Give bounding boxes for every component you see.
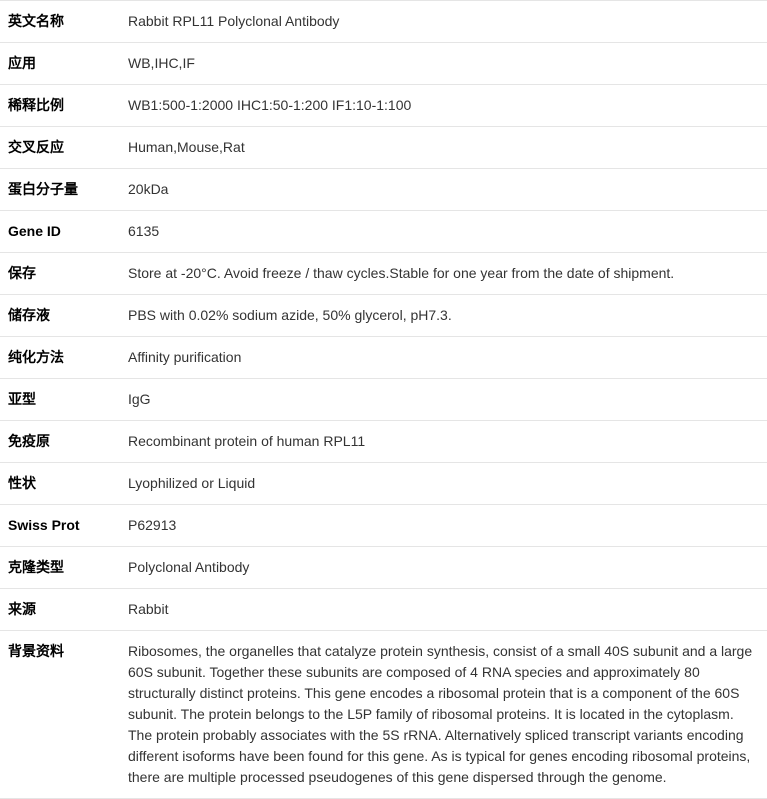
- row-label: 储存液: [0, 295, 120, 337]
- row-label: 性状: [0, 463, 120, 505]
- table-row: 储存液PBS with 0.02% sodium azide, 50% glyc…: [0, 295, 767, 337]
- row-label: 稀释比例: [0, 85, 120, 127]
- row-value: Store at -20°C. Avoid freeze / thaw cycl…: [120, 253, 767, 295]
- row-label: Gene ID: [0, 211, 120, 253]
- row-label: 免疫原: [0, 421, 120, 463]
- row-label: 亚型: [0, 379, 120, 421]
- table-row: Gene ID6135: [0, 211, 767, 253]
- row-value: 20kDa: [120, 169, 767, 211]
- row-value: P62913: [120, 505, 767, 547]
- spec-table-body: 英文名称Rabbit RPL11 Polyclonal Antibody 应用W…: [0, 1, 767, 799]
- row-label: 克隆类型: [0, 547, 120, 589]
- row-value: Human,Mouse,Rat: [120, 127, 767, 169]
- table-row: 纯化方法Affinity purification: [0, 337, 767, 379]
- row-label: 交叉反应: [0, 127, 120, 169]
- row-label: 来源: [0, 589, 120, 631]
- row-value: WB1:500-1:2000 IHC1:50-1:200 IF1:10-1:10…: [120, 85, 767, 127]
- row-value: Affinity purification: [120, 337, 767, 379]
- row-value: 6135: [120, 211, 767, 253]
- row-label: 纯化方法: [0, 337, 120, 379]
- row-value: Polyclonal Antibody: [120, 547, 767, 589]
- row-value: Ribosomes, the organelles that catalyze …: [120, 631, 767, 799]
- row-label: Swiss Prot: [0, 505, 120, 547]
- row-label: 保存: [0, 253, 120, 295]
- row-value: Rabbit RPL11 Polyclonal Antibody: [120, 1, 767, 43]
- row-value: Recombinant protein of human RPL11: [120, 421, 767, 463]
- row-label: 英文名称: [0, 1, 120, 43]
- table-row: 稀释比例WB1:500-1:2000 IHC1:50-1:200 IF1:10-…: [0, 85, 767, 127]
- table-row: 交叉反应Human,Mouse,Rat: [0, 127, 767, 169]
- table-row: 来源Rabbit: [0, 589, 767, 631]
- row-value: IgG: [120, 379, 767, 421]
- table-row: 应用WB,IHC,IF: [0, 43, 767, 85]
- table-row: 克隆类型Polyclonal Antibody: [0, 547, 767, 589]
- table-row: 背景资料Ribosomes, the organelles that catal…: [0, 631, 767, 799]
- table-row: Swiss ProtP62913: [0, 505, 767, 547]
- row-value: PBS with 0.02% sodium azide, 50% glycero…: [120, 295, 767, 337]
- row-value: Rabbit: [120, 589, 767, 631]
- row-label: 应用: [0, 43, 120, 85]
- table-row: 英文名称Rabbit RPL11 Polyclonal Antibody: [0, 1, 767, 43]
- row-value: WB,IHC,IF: [120, 43, 767, 85]
- table-row: 性状Lyophilized or Liquid: [0, 463, 767, 505]
- table-row: 蛋白分子量20kDa: [0, 169, 767, 211]
- spec-table: 英文名称Rabbit RPL11 Polyclonal Antibody 应用W…: [0, 0, 767, 799]
- row-value: Lyophilized or Liquid: [120, 463, 767, 505]
- table-row: 亚型IgG: [0, 379, 767, 421]
- table-row: 保存Store at -20°C. Avoid freeze / thaw cy…: [0, 253, 767, 295]
- row-label: 蛋白分子量: [0, 169, 120, 211]
- table-row: 免疫原Recombinant protein of human RPL11: [0, 421, 767, 463]
- row-label: 背景资料: [0, 631, 120, 799]
